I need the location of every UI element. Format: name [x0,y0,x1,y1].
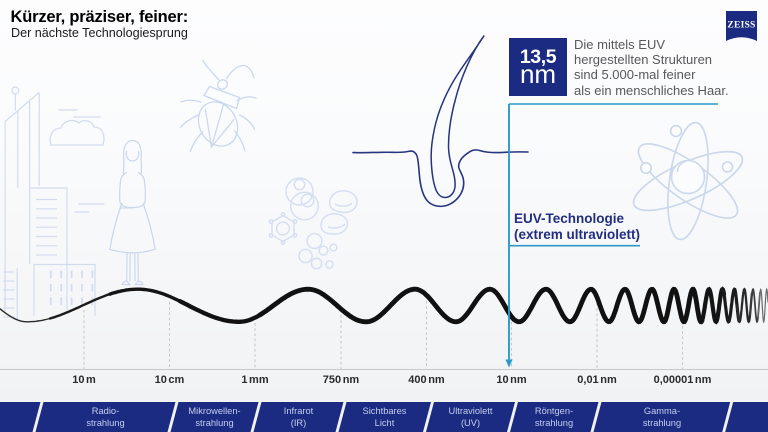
svg-text:ZEISS: ZEISS [727,21,755,31]
